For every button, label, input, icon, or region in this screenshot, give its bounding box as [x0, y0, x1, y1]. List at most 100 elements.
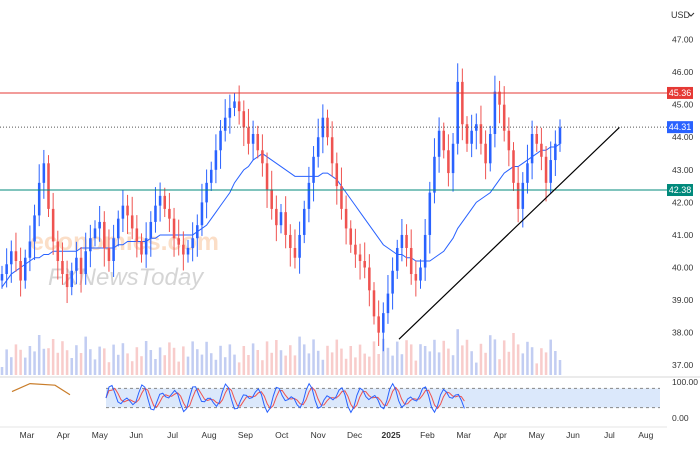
- candle-body: [275, 208, 278, 226]
- volume-bar: [275, 340, 278, 375]
- trendline[interactable]: [398, 127, 620, 340]
- price-axis[interactable]: 37.00 38.00 39.00 40.00 41.00 42.00 43.00 44.00…: [672, 35, 694, 371]
- candle-body: [544, 156, 548, 183]
- candle-body: [419, 267, 422, 281]
- volume-bar: [289, 345, 292, 375]
- candle-body: [507, 130, 511, 151]
- candle-body: [75, 257, 78, 271]
- time-tick-label: Jun: [566, 430, 580, 440]
- volume-bar: [298, 336, 301, 375]
- candle-body: [354, 244, 357, 255]
- volume-bar: [116, 354, 120, 375]
- candle-body: [307, 182, 311, 209]
- candle-body: [549, 160, 552, 183]
- volume-bar: [349, 346, 353, 375]
- volume-bar: [214, 359, 218, 375]
- volume-bar: [456, 329, 459, 375]
- volume-bar: [414, 360, 418, 375]
- volume-bar: [461, 345, 464, 375]
- stochastic-early-line: [11, 382, 71, 396]
- time-tick-label: Jul: [167, 430, 178, 440]
- volume-bar: [470, 351, 473, 375]
- candle-body: [349, 228, 353, 245]
- support-price-tag: [667, 184, 693, 197]
- candle-body: [65, 274, 69, 288]
- volume-bar: [191, 341, 194, 375]
- volume-bar: [279, 350, 283, 375]
- volume-bar: [465, 339, 469, 375]
- time-tick-label: May: [529, 430, 546, 440]
- candle-body: [302, 208, 306, 235]
- price-tick-label: 46.00: [672, 67, 694, 77]
- volume-bar: [47, 348, 50, 375]
- volume-bar: [242, 346, 246, 375]
- volume-bar: [549, 339, 552, 375]
- volume-bar: [107, 362, 111, 375]
- candle-body: [521, 182, 525, 209]
- candle-body: [498, 91, 501, 105]
- candle-body: [321, 117, 325, 138]
- candle-body: [172, 218, 176, 239]
- chevron-down-icon[interactable]: [687, 12, 695, 17]
- candle-body: [205, 182, 208, 203]
- volume-bar: [326, 345, 329, 375]
- time-tick-label: Dec: [347, 430, 363, 440]
- time-axis[interactable]: Mar Apr May Jun Jul Aug Sep Oct Nov Dec 2025 Feb Mar…: [20, 430, 654, 440]
- time-tick-label: Aug: [638, 430, 653, 440]
- volume-bar: [502, 340, 506, 375]
- volume-bar: [135, 347, 139, 375]
- candle-body: [363, 261, 366, 268]
- time-tick-label: Sep: [238, 430, 253, 440]
- candle-body: [168, 208, 171, 219]
- volume-bar: [423, 346, 427, 375]
- volume-bar: [484, 352, 487, 375]
- volume-bar: [386, 347, 390, 375]
- volume-bar: [237, 362, 241, 375]
- candle-body: [251, 133, 255, 144]
- volume-bar: [340, 348, 343, 375]
- volume-bar: [395, 341, 399, 375]
- volume-bar: [65, 350, 69, 375]
- candle-body: [247, 127, 250, 144]
- volume-bar: [0, 367, 4, 375]
- volume-bar: [223, 357, 227, 375]
- currency-selector[interactable]: USD: [671, 10, 691, 20]
- volume-bar: [177, 361, 180, 375]
- price-tick-label: 40.00: [672, 263, 694, 273]
- volume-bar: [61, 341, 64, 375]
- candle-body: [298, 234, 301, 258]
- candle-body: [479, 124, 483, 144]
- candle-body: [284, 212, 287, 235]
- stochastic-oscillator[interactable]: [11, 382, 660, 414]
- candle-body: [405, 234, 408, 248]
- candle-body: [70, 270, 74, 288]
- candle-body: [289, 234, 292, 248]
- candle-body: [219, 130, 222, 151]
- volume-bar: [37, 335, 41, 375]
- volume-bar: [493, 339, 497, 375]
- candle-body: [433, 156, 436, 193]
- stochastic-band: [106, 388, 660, 408]
- candle-body: [158, 195, 162, 206]
- stochastic-upper-label: 100.00: [672, 377, 698, 387]
- volume-bar: [19, 349, 22, 375]
- candle-body: [42, 163, 46, 183]
- candle-body: [395, 247, 399, 271]
- volume-bar: [307, 353, 311, 375]
- volume-bar: [377, 354, 380, 375]
- volume-bar: [79, 353, 83, 375]
- volume-bar: [103, 348, 106, 375]
- candle-body: [265, 163, 269, 190]
- candle-body: [5, 264, 8, 275]
- candle-body: [386, 293, 390, 314]
- volume-bar: [488, 335, 492, 375]
- candle-body: [237, 101, 241, 112]
- volume-bar: [93, 359, 97, 375]
- volume-bar: [233, 354, 236, 375]
- candle-body: [256, 133, 260, 151]
- candle-body: [423, 234, 427, 268]
- candle-body: [209, 169, 213, 183]
- candle-body: [121, 205, 125, 219]
